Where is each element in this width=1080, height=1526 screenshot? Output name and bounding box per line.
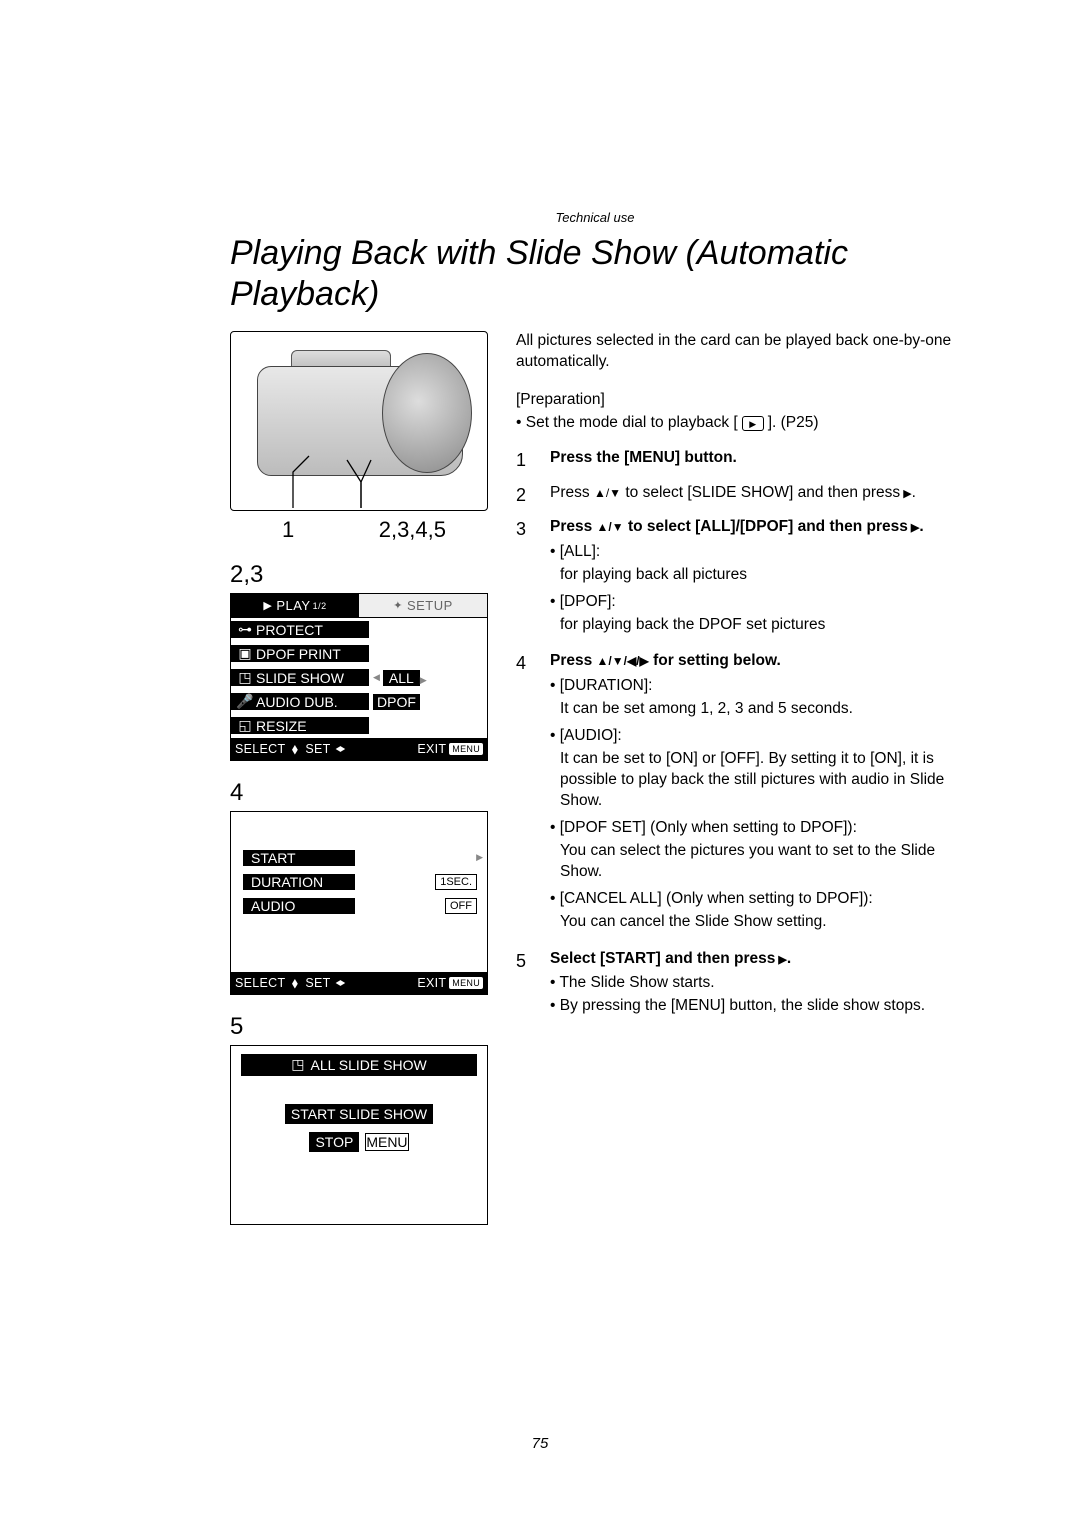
lcd-menu-1: ▶ PLAY 1/2 ✦ SETUP ⊶PROTECT ▣DPOF PRINT … xyxy=(230,593,488,761)
slideshow-icon: ◳ xyxy=(291,1056,304,1073)
step-num-3: 3 xyxy=(516,517,534,642)
slide-icon: ◳ xyxy=(234,669,256,686)
section-num-5: 5 xyxy=(230,1013,490,1041)
mic-icon: 🎤 xyxy=(234,693,256,710)
section-header: Technical use xyxy=(230,210,960,225)
step1-text: Press the [MENU] button. xyxy=(550,449,737,466)
camera-callout-2: 2,3,4,5 xyxy=(379,517,446,543)
prep-line: • Set the mode dial to playback [ ]. (P2… xyxy=(516,413,960,434)
prep-label: [Preparation] xyxy=(516,390,960,411)
playback-icon xyxy=(742,416,764,431)
steps-list: 1 Press the [MENU] button. 2 Press to se… xyxy=(516,448,960,1019)
step5-body: Select [START] and then press. • The Sli… xyxy=(550,949,960,1020)
step-num-5: 5 xyxy=(516,949,534,1020)
tab-play: ▶ PLAY 1/2 xyxy=(231,594,359,618)
step2-text: Press to select [SLIDE SHOW] and then pr… xyxy=(550,483,960,507)
lcd-menu-3: ◳ ALL SLIDE SHOW START SLIDE SHOW STOP M… xyxy=(230,1045,488,1225)
step3-body: Press to select [ALL]/[DPOF] and then pr… xyxy=(550,517,960,642)
step-num-1: 1 xyxy=(516,448,534,472)
print-icon: ▣ xyxy=(234,645,256,662)
lcd-menu-2: START DURATION 1SEC. AUDIO OFF SELECT SE… xyxy=(230,811,488,995)
lcd2-footer: SELECT SET EXIT MENU xyxy=(231,972,487,994)
right-column: All pictures selected in the card can be… xyxy=(516,331,960,1225)
step-num-4: 4 xyxy=(516,651,534,938)
camera-callout-1: 1 xyxy=(282,517,294,543)
step-num-2: 2 xyxy=(516,483,534,507)
page-title: Playing Back with Slide Show (Automatic … xyxy=(230,233,960,315)
left-column: 1 2,3,4,5 2,3 ▶ PLAY 1/2 ✦ SETUP ⊶PROTEC… xyxy=(230,331,490,1225)
page-number: 75 xyxy=(0,1435,1080,1452)
key-icon: ⊶ xyxy=(234,621,256,638)
section-num-4: 4 xyxy=(230,779,490,807)
intro-text: All pictures selected in the card can be… xyxy=(516,331,960,373)
step4-body: Press for setting below. • [DURATION]: I… xyxy=(550,651,960,938)
camera-illustration xyxy=(230,331,488,511)
lcd1-footer: SELECT SET EXIT MENU xyxy=(231,738,487,760)
tab-setup: ✦ SETUP xyxy=(359,594,487,618)
section-num-23: 2,3 xyxy=(230,561,490,589)
resize-icon: ◱ xyxy=(234,717,256,734)
